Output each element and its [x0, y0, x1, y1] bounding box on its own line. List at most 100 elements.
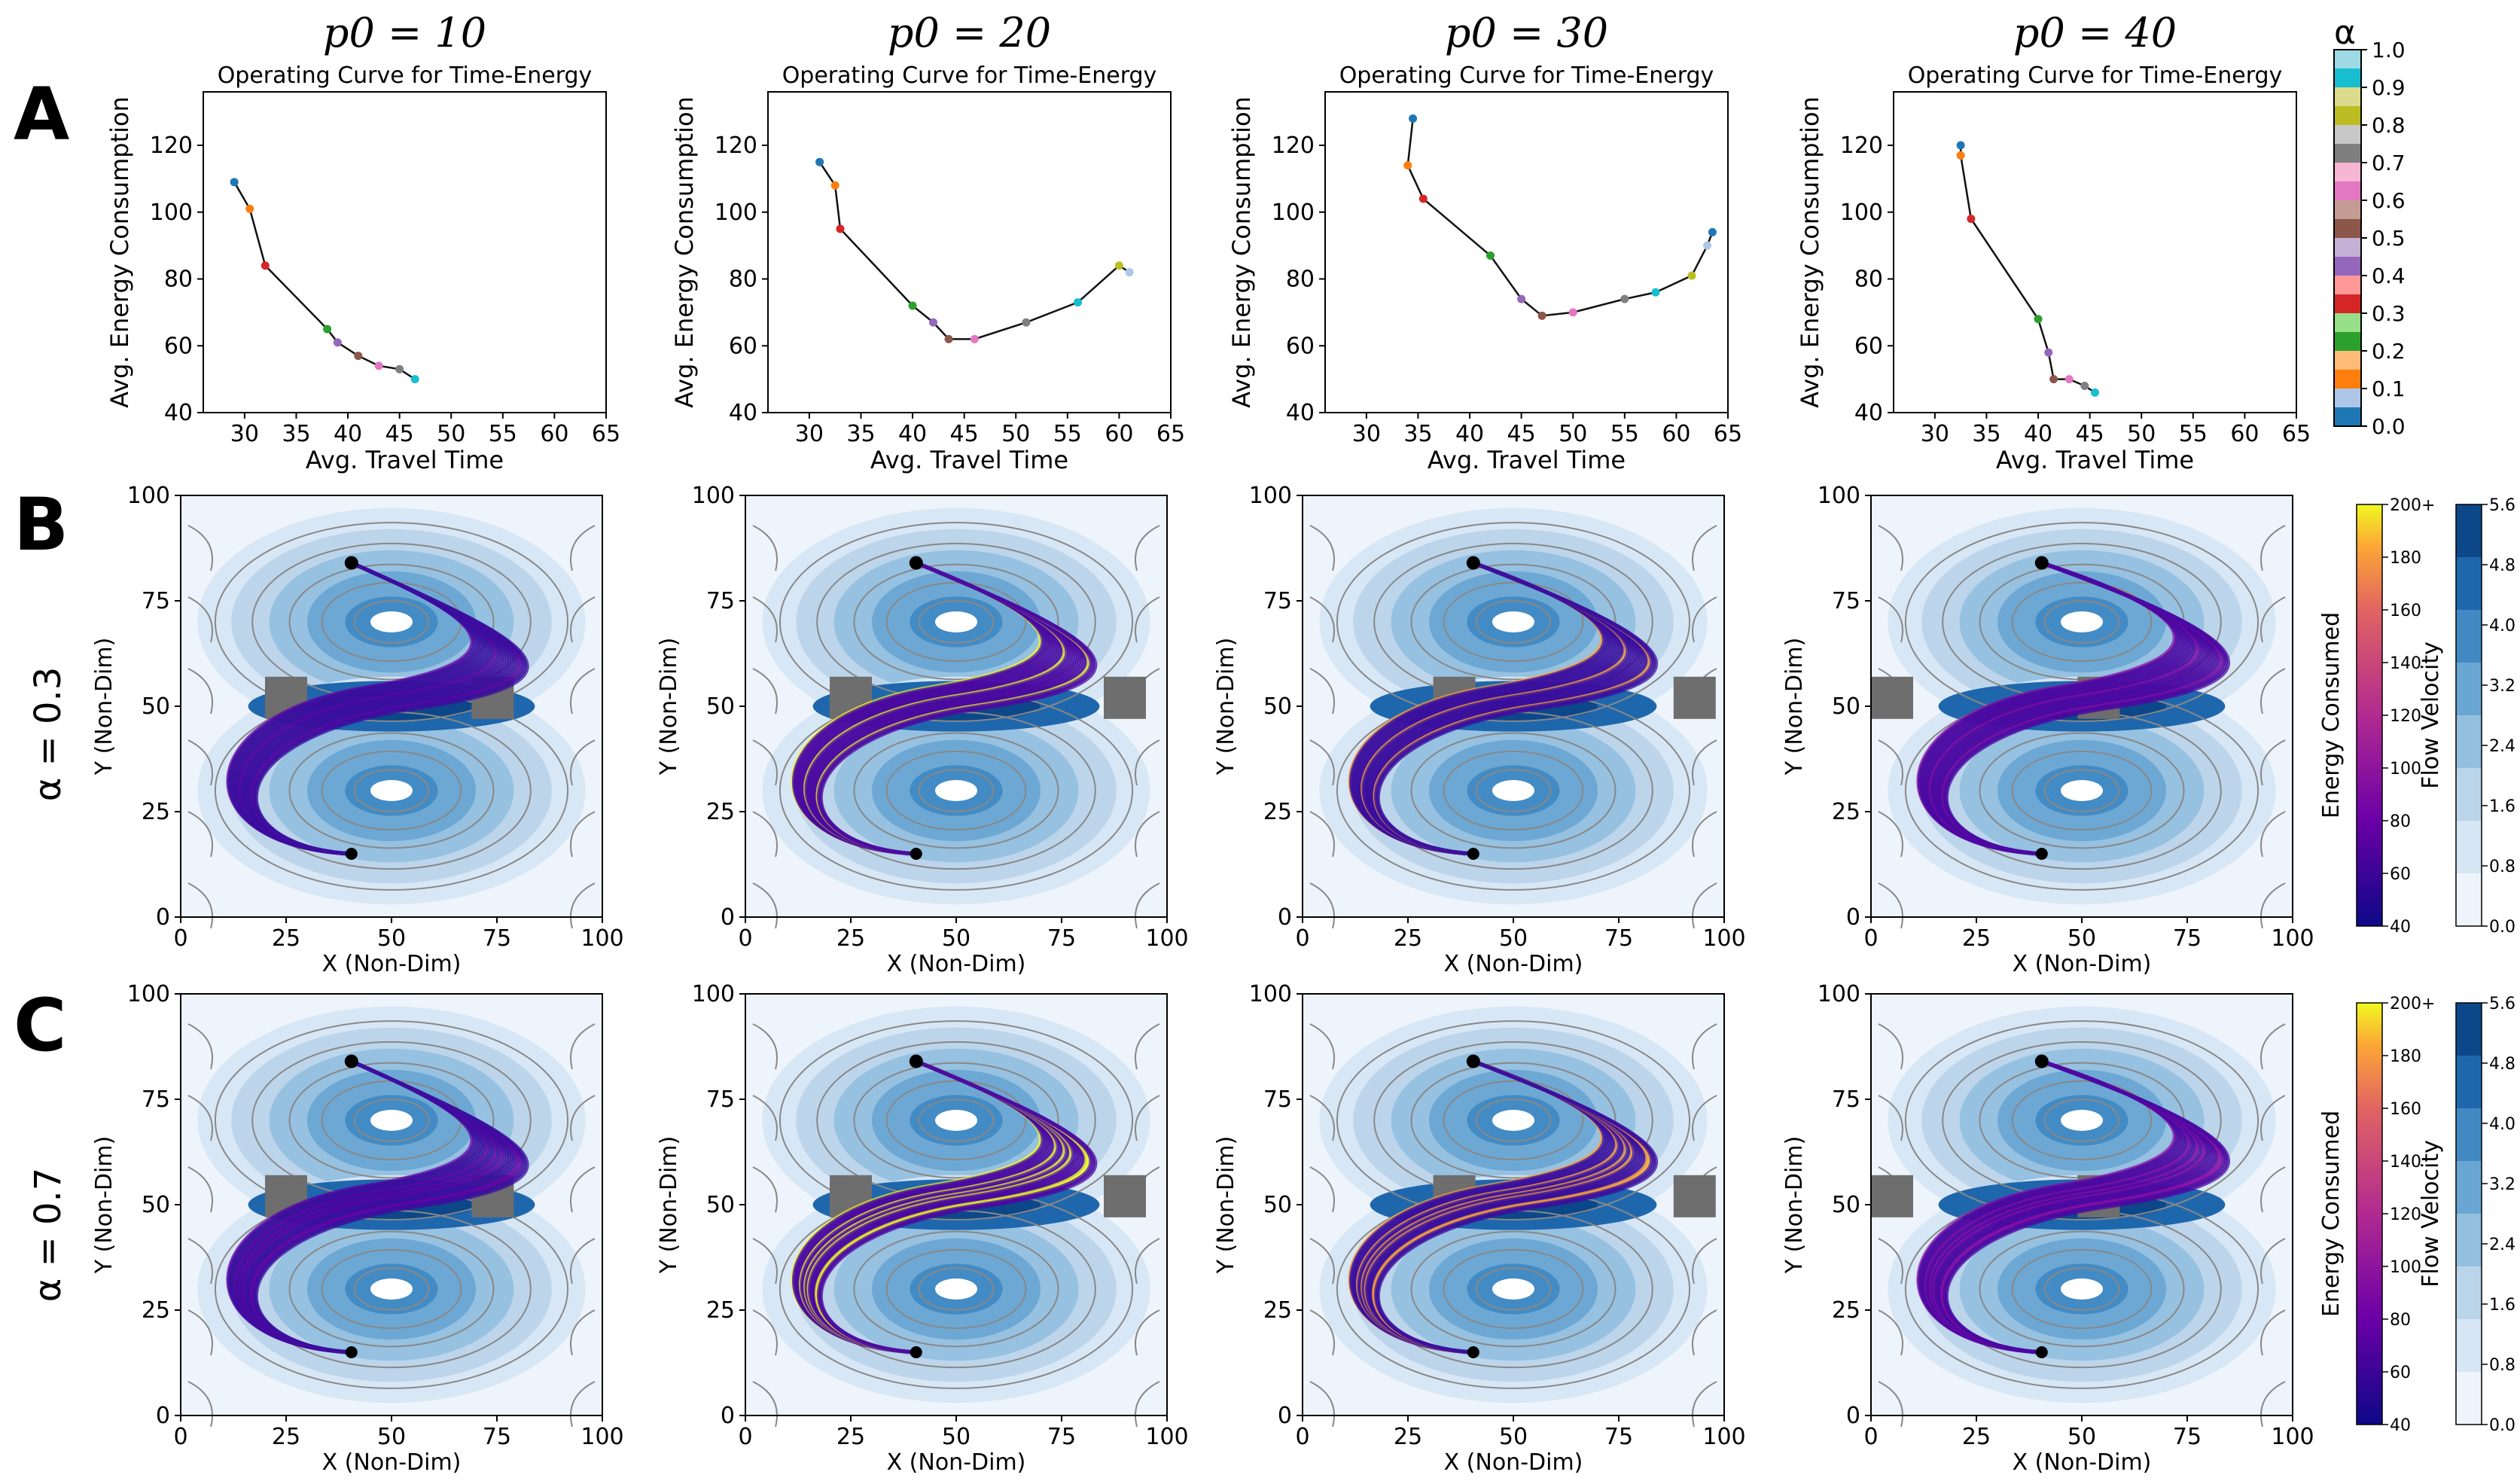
- alpha-colorbar-tick-label: 0.8: [2372, 113, 2406, 138]
- x-tick-label: 35: [846, 421, 875, 447]
- alpha-colorbar-swatch: [2334, 294, 2361, 314]
- streamline: [1336, 1020, 1691, 1220]
- curve-point: [1708, 227, 1717, 236]
- streamline: [2043, 769, 2120, 812]
- streamline: [1135, 1023, 1160, 1070]
- alpha-colorbar-tick-label: 0.0: [2372, 414, 2406, 439]
- streamline: [2260, 1309, 2286, 1356]
- x-tick-label: 50: [1499, 925, 1528, 952]
- x-axis-label: X (Non-Dim): [887, 1449, 1026, 1476]
- energy-colorbar-tick-label: 180: [2390, 1047, 2421, 1066]
- trajectory-panel: 0 25 50 75 100 0 25 50 75 100 X (Non-Dim) Y (Non-Di…: [1781, 483, 2314, 977]
- trajectory-panel: 0 25 50 75 100 0 25 50 75 100 X (Non-Dim) Y (Non-Di…: [1781, 981, 2314, 1476]
- curve-point: [2049, 375, 2058, 384]
- streamline: [214, 1020, 569, 1220]
- x-tick-label: 55: [489, 421, 517, 447]
- y-axis-label: Y (Non-Dim): [1213, 1136, 1239, 1275]
- flow-colorbar-tick-label: 0.8: [2489, 858, 2515, 876]
- streamline: [187, 739, 213, 786]
- streamline: [1878, 811, 1903, 858]
- x-tick-label: 100: [1702, 1424, 1745, 1450]
- flow-colorbar-tick-label: 4.8: [2489, 1055, 2515, 1074]
- y-axis-label: Y (Non-Dim): [656, 1136, 682, 1275]
- trajectory-panel: 0 25 50 75 100 0 25 50 75 100 X (Non-Dim) Y (Non-Di…: [1213, 483, 1746, 977]
- goal-point: [344, 1054, 358, 1068]
- streamline: [853, 563, 1059, 681]
- flow-colorbar-tick-label: 3.2: [2489, 677, 2515, 696]
- energy-colorbar-tick-label: 80: [2390, 1311, 2411, 1330]
- alpha-colorbar-label: α: [2334, 14, 2356, 52]
- flow-colorbar-frame: [2455, 1002, 2482, 1425]
- panel-title: Operating Curve for Time-Energy: [1908, 62, 2283, 89]
- x-tick-label: 65: [2282, 421, 2311, 447]
- x-tick-label: 75: [1604, 1424, 1633, 1450]
- goal-point: [909, 1054, 923, 1068]
- curve-point: [836, 224, 845, 233]
- streamline: [1135, 882, 1160, 929]
- energy-colorbar-tick-label: 40: [2390, 1416, 2411, 1435]
- x-tick-label: 25: [272, 925, 300, 952]
- flow-eye: [2061, 780, 2103, 801]
- y-tick-label: 25: [1832, 1297, 1860, 1324]
- curve-point: [1967, 215, 1976, 224]
- streamline: [1309, 668, 1335, 715]
- trajectory: [254, 561, 529, 856]
- x-tick-label: 60: [1105, 421, 1133, 447]
- streamline: [321, 1248, 462, 1330]
- energy-colorbar-tick-label: 120: [2390, 1205, 2421, 1224]
- streamline: [2260, 1023, 2286, 1070]
- streamline: [1692, 1023, 1717, 1070]
- curve-point: [410, 375, 419, 384]
- trajectory-panel: 0 25 50 75 100 0 25 50 75 100 X (Non-Dim) Y (Non-Di…: [656, 483, 1189, 977]
- flow-eye: [1492, 1110, 1534, 1131]
- obstacle: [1673, 676, 1716, 719]
- x-tick-label: 100: [1702, 925, 1745, 952]
- streamline: [187, 1095, 213, 1141]
- x-tick-label: 50: [1559, 421, 1587, 447]
- goal-point: [1466, 1054, 1480, 1068]
- alpha-colorbar-swatch: [2334, 106, 2361, 126]
- panel-title: Operating Curve for Time-Energy: [1339, 62, 1714, 89]
- streamline: [570, 1381, 596, 1428]
- streamline: [570, 1166, 596, 1213]
- curve-point: [970, 334, 979, 343]
- energy-colorbar-tick-label: 180: [2390, 549, 2421, 568]
- flow-eye: [1492, 611, 1534, 632]
- x-tick-label: 30: [1352, 421, 1381, 447]
- x-tick-label: 50: [1499, 1424, 1528, 1450]
- column-title: p0 = 10: [323, 9, 486, 56]
- x-axis-label: X (Non-Dim): [322, 951, 462, 977]
- energy-colorbar-tick-label: 80: [2390, 812, 2411, 831]
- curve-point: [1485, 251, 1495, 260]
- y-tick-label: 120: [715, 133, 757, 159]
- energy-colorbar-label: Energy Consumed: [2318, 612, 2345, 818]
- curve-point: [1074, 298, 1083, 307]
- obstacle: [1871, 1175, 1913, 1217]
- trajectory: [254, 1059, 529, 1355]
- y-tick-label: 75: [706, 1086, 735, 1113]
- y-axis-label: Y (Non-Dim): [91, 1136, 117, 1275]
- y-tick-label: 25: [1263, 1297, 1292, 1324]
- alpha-colorbar-swatch: [2334, 407, 2361, 427]
- alpha-colorbar-tick-label: 1.0: [2372, 38, 2406, 62]
- x-tick-label: 50: [2127, 421, 2156, 447]
- alpha-colorbar-tick-label: 0.9: [2372, 75, 2406, 100]
- energy-colorbar-tick-label: 100: [2390, 1258, 2421, 1277]
- x-tick-label: 0: [1863, 1424, 1878, 1450]
- y-tick-label: 50: [1832, 693, 1860, 720]
- curve-point: [1568, 308, 1577, 317]
- streamline: [353, 1267, 430, 1311]
- y-tick-label: 120: [1272, 133, 1315, 159]
- y-tick-label: 120: [150, 133, 193, 159]
- streamline: [1135, 811, 1160, 858]
- x-tick-label: 100: [1145, 925, 1188, 952]
- y-tick-label: 80: [164, 267, 193, 293]
- streamline: [570, 1309, 596, 1356]
- flow-colorbar-swatch: [2456, 821, 2482, 874]
- x-tick-label: 30: [795, 421, 824, 447]
- alpha-colorbar-swatch: [2334, 257, 2361, 276]
- y-axis-label: Avg. Energy Consumption: [1227, 96, 1256, 408]
- trajectory: [1945, 561, 2231, 856]
- curve-point: [261, 261, 270, 270]
- curve-point: [1125, 268, 1134, 277]
